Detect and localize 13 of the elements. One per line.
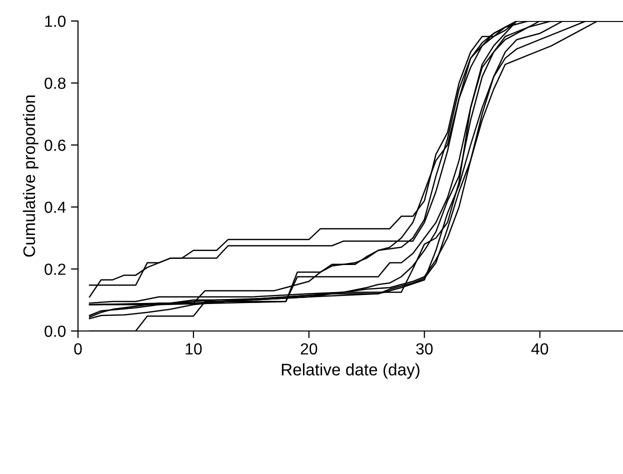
x-tick-label: 10 [186, 343, 202, 355]
x-axis-title: Relative date (day) [282, 363, 420, 379]
y-tick-label: 0.6 [44, 140, 66, 151]
y-tick-label: 0.2 [44, 264, 66, 275]
x-tick-label: 0 [74, 343, 82, 355]
y-tick-label: 1.0 [45, 16, 66, 27]
y-axis-title: Cumulative proportion [22, 96, 38, 257]
y-tick-label: 0.8 [44, 78, 66, 89]
y-tick-label: 0.0 [44, 326, 66, 337]
x-tick-label: 20 [300, 343, 318, 355]
x-tick-label: 30 [416, 343, 433, 355]
x-tick-label: 40 [531, 343, 548, 355]
y-tick-label: 0.4 [44, 202, 66, 213]
